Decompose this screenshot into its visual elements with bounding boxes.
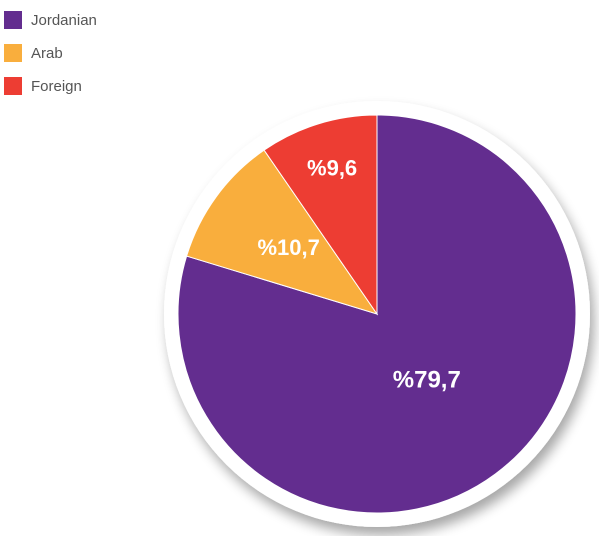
legend-item-jordanian: Jordanian <box>4 10 97 30</box>
legend-swatch-jordanian <box>4 11 22 29</box>
pie-slice-jordanian <box>177 114 577 514</box>
legend-item-arab: Arab <box>4 43 97 63</box>
pie-slices <box>177 114 577 514</box>
legend-item-foreign: Foreign <box>4 76 97 96</box>
pie-label-foreign: %9,6 <box>307 155 357 180</box>
legend-label-arab: Arab <box>31 44 63 62</box>
legend-swatch-foreign <box>4 77 22 95</box>
pie-label-arab: %10,7 <box>258 235 320 260</box>
legend-label-jordanian: Jordanian <box>31 11 97 29</box>
pie-slice-arab <box>185 149 379 315</box>
legend-label-foreign: Foreign <box>31 77 82 95</box>
pie-slice-foreign <box>263 114 378 316</box>
legend-swatch-arab <box>4 44 22 62</box>
pie-slice-labels: %79,7 %10,7 %9,6 <box>258 155 461 393</box>
pie-label-jordanian: %79,7 <box>393 367 461 394</box>
chart-legend: Jordanian Arab Foreign <box>4 10 97 109</box>
